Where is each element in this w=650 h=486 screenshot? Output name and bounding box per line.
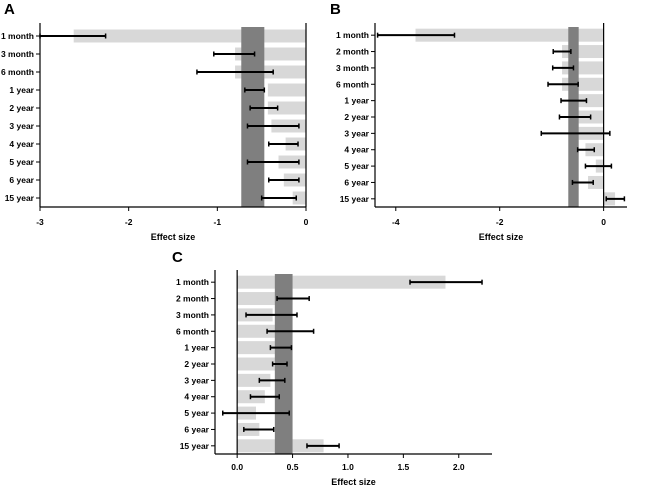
category-label: 6 year <box>184 424 209 434</box>
x-axis-title: Effect size <box>151 232 196 242</box>
x-axis-title: Effect size <box>479 232 524 242</box>
chart-panel-a: A 1 month 3 month 6 month 1 year 2 year 3 year… <box>1 1 309 242</box>
x-tick-label: 1.0 <box>342 462 354 472</box>
effect-bar <box>237 357 280 371</box>
category-label: 15 year <box>180 441 210 451</box>
category-label: 2 year <box>344 112 369 122</box>
x-tick-label: -4 <box>392 217 400 227</box>
panel-letter: B <box>330 1 341 18</box>
x-axis-title: Effect size <box>331 477 376 486</box>
effect-bar <box>267 101 306 115</box>
effect-bar <box>237 341 280 355</box>
category-label: 5 year <box>9 157 34 167</box>
effect-bar <box>267 83 306 97</box>
x-tick-label: -2 <box>125 217 133 227</box>
x-tick-label: 1.5 <box>397 462 409 472</box>
chart-panel-b: B 1 month 2 month 3 month 6 month 1 year 2 yea… <box>330 1 627 242</box>
category-label: 4 year <box>9 139 34 149</box>
category-label: 6 month <box>1 67 34 77</box>
category-label: 1 month <box>336 30 369 40</box>
x-tick-label: -2 <box>496 217 504 227</box>
category-label: 4 year <box>184 392 209 402</box>
category-label: 15 year <box>5 193 35 203</box>
category-label: 5 year <box>344 161 369 171</box>
category-label: 1 year <box>9 85 34 95</box>
category-label: 2 year <box>184 359 209 369</box>
category-label: 2 month <box>176 294 209 304</box>
category-label: 6 year <box>9 175 34 185</box>
category-label: 15 year <box>340 194 370 204</box>
category-label: 3 year <box>184 375 209 385</box>
effect-bar <box>588 175 604 189</box>
chart-panel-c: C 1 month 2 month 3 month 6 month 1 year 2 yea… <box>172 249 492 486</box>
category-label: 1 year <box>344 96 369 106</box>
category-label: 3 year <box>9 121 34 131</box>
x-tick-label: -1 <box>214 217 222 227</box>
effect-bar <box>237 373 271 387</box>
category-label: 1 month <box>176 277 209 287</box>
panel-letter: C <box>172 249 183 266</box>
effect-bar <box>572 94 604 108</box>
category-label: 3 month <box>336 63 369 73</box>
x-tick-label: 0.0 <box>231 462 243 472</box>
category-label: 6 month <box>336 79 369 89</box>
category-label: 2 year <box>9 103 34 113</box>
effect-bar <box>415 28 604 42</box>
category-label: 3 month <box>1 49 34 59</box>
x-tick-label: 0 <box>601 217 606 227</box>
category-label: 3 month <box>176 310 209 320</box>
category-label: 1 year <box>184 343 209 353</box>
x-tick-label: 2.0 <box>453 462 465 472</box>
category-label: 6 month <box>176 326 209 336</box>
panel-letter: A <box>4 1 15 18</box>
x-tick-label: 0.5 <box>287 462 299 472</box>
effect-bar <box>73 29 307 43</box>
category-label: 4 year <box>344 145 369 155</box>
x-tick-label: -3 <box>36 217 44 227</box>
category-label: 5 year <box>184 408 209 418</box>
category-label: 3 year <box>344 128 369 138</box>
category-label: 6 year <box>344 177 369 187</box>
x-tick-label: 0 <box>304 217 309 227</box>
effect-bar <box>292 191 306 205</box>
category-label: 2 month <box>336 47 369 57</box>
category-label: 1 month <box>1 31 34 41</box>
